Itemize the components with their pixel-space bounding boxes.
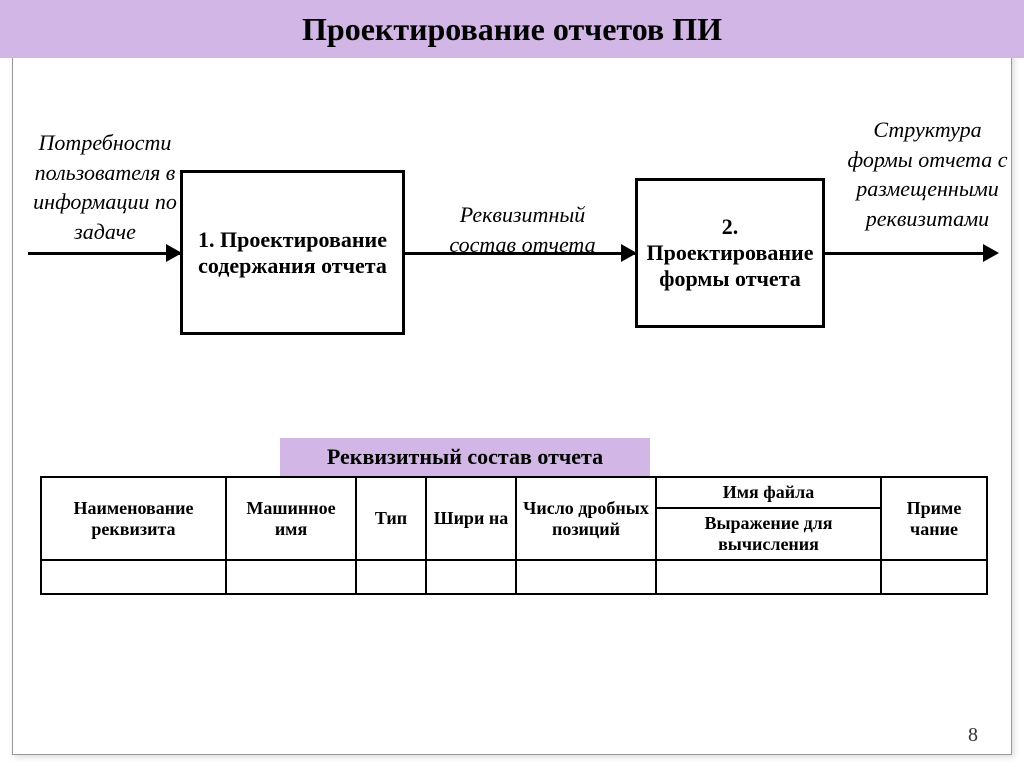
schema-table: Наименование реквизита Машинное имя Тип …	[40, 476, 988, 595]
table-cell	[41, 560, 226, 594]
flow-box-1-label: 1. Проектирование содержания отчета	[187, 227, 398, 279]
table-cell	[226, 560, 356, 594]
flow-box-1: 1. Проектирование содержания отчета	[180, 170, 405, 335]
arrowhead-icon	[621, 244, 637, 262]
flow-box-2: 2. Проектирование формы отчета	[635, 178, 825, 328]
th-expr: Выражение для вычисления	[656, 508, 881, 560]
flow-box-2-label: 2. Проектирование формы отчета	[642, 214, 818, 292]
table-cell	[356, 560, 426, 594]
flow-mid-label: Реквизитный состав отчета	[435, 200, 610, 259]
page-number: 8	[968, 724, 978, 747]
flow-line-3	[825, 252, 990, 255]
flow-line-2	[405, 252, 635, 255]
table-cell	[426, 560, 516, 594]
th-width: Шири на	[426, 477, 516, 560]
th-frac: Число дробных позиций	[516, 477, 656, 560]
table-row	[41, 560, 987, 594]
th-file: Имя файла	[656, 477, 881, 508]
th-machine: Машинное имя	[226, 477, 356, 560]
table-cell	[881, 560, 987, 594]
table-cell	[656, 560, 881, 594]
flow-output-label: Структура формы отчета с размещенными ре…	[840, 115, 1015, 234]
page-title: Проектирование отчетов ПИ	[302, 11, 722, 48]
arrowhead-icon	[983, 244, 999, 262]
flow-input-label: Потребности пользователя в информации по…	[30, 128, 180, 247]
table-header-row: Наименование реквизита Машинное имя Тип …	[41, 477, 987, 508]
title-band: Проектирование отчетов ПИ	[0, 0, 1024, 58]
th-note: Приме чание	[881, 477, 987, 560]
th-name: Наименование реквизита	[41, 477, 226, 560]
table-subtitle-band: Реквизитный состав отчета	[280, 438, 650, 476]
arrowhead-icon	[166, 244, 182, 262]
table-subtitle-text: Реквизитный состав отчета	[327, 444, 603, 470]
table-cell	[516, 560, 656, 594]
flow-line-1	[28, 252, 180, 255]
th-type: Тип	[356, 477, 426, 560]
